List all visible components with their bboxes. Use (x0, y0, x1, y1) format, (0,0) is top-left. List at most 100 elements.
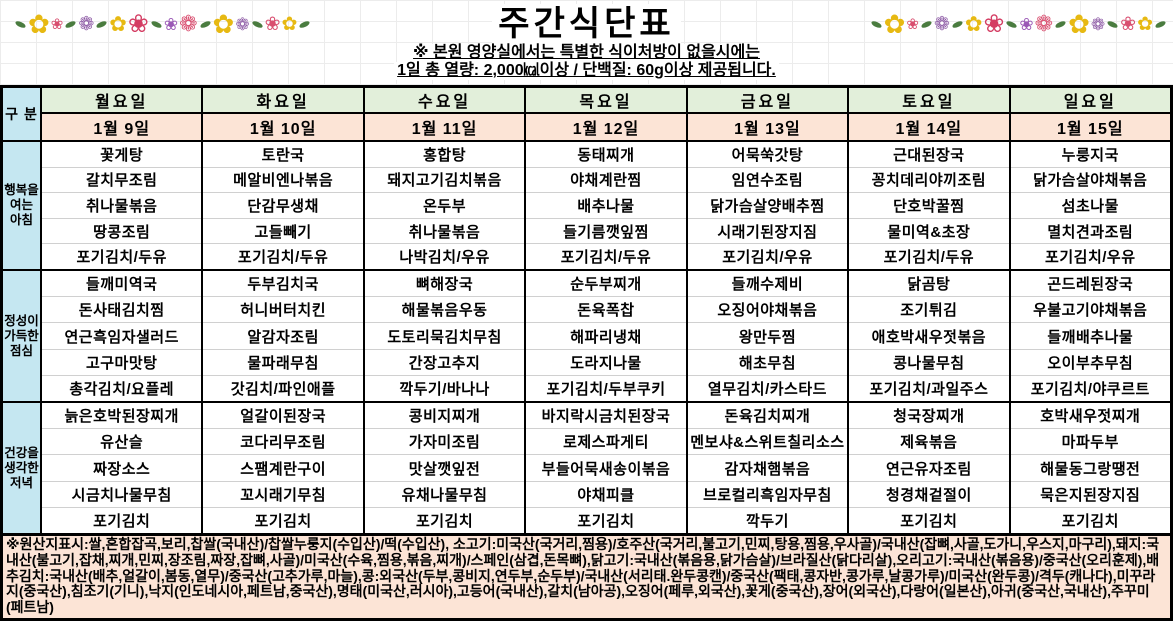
menu-cell: 홍합탕 돼지고기김치볶음 온두부 취나물볶음 나박김치/우유 (364, 142, 525, 269)
menu-item: 임연수조림 (687, 168, 848, 194)
menu-item: 오징어야채볶음 (687, 297, 848, 324)
menu-item: 꼬시래기무침 (203, 482, 363, 508)
flower-icon: ✿ (1068, 9, 1090, 39)
date-cell: 1월 12일 (526, 114, 686, 140)
flower-icon: ❀ (1019, 14, 1034, 34)
menu-item: 콩나물무침 (849, 350, 1009, 376)
menu-item: 돼지고기김치볶음 (364, 168, 525, 194)
menu-item: 순두부찌개 (526, 271, 686, 298)
menu-item: 도라지나물 (526, 350, 686, 376)
menu-item: 호박새우젓찌개 (1010, 403, 1170, 430)
menu-item: 포기김치/두유 (560, 249, 652, 267)
menu-item: 홍합탕 (364, 142, 525, 168)
menu-item: 해물볶음우동 (364, 297, 525, 324)
menu-item: 가자미조림 (364, 429, 525, 456)
menu-item: 해초무침 (687, 350, 848, 376)
flower-icon: ❀ (1120, 13, 1137, 35)
menu-item: 총각김치/요플레 (69, 380, 175, 398)
flower-icon: ❁ (235, 14, 250, 34)
flower-icon: ❁ (1034, 11, 1054, 36)
menu-item: 도토리묵김치무침 (364, 323, 525, 350)
menu-item: 땅콩조림 (42, 219, 202, 245)
menu-cell: 근대된장국 꽁치데리야끼조림 단호박꿀찜 물미역&초장 포기김치/두유 (849, 142, 1009, 269)
flower-icon: ❁ (1090, 14, 1106, 34)
menu-item: 연근흑임자샐러드 (42, 323, 202, 350)
menu-cell: 누룽지국 닭가슴살야채볶음 섬초나물 멸치견과조림 포기김치/우유 (1010, 142, 1170, 269)
menu-item: 마파두부 (1010, 429, 1170, 456)
menu-item: 유채나물무침 (364, 482, 525, 508)
menu-item: 포기김치/우유 (722, 249, 813, 267)
leaf-icon (64, 19, 77, 29)
menu-item: 근대된장국 (849, 142, 1009, 168)
menu-item: 단호박꿀찜 (849, 193, 1009, 219)
corner-label: 구 분 (3, 88, 40, 140)
flower-icon: ❀ (163, 14, 179, 34)
menu-item: 누룽지국 (1010, 142, 1170, 168)
menu-item: 얼갈이된장국 (203, 403, 363, 430)
menu-item: 포기김치/두유 (237, 249, 329, 267)
menu-item: 포기김치 (93, 512, 151, 530)
leaf-icon (199, 19, 212, 29)
day-header: 월요일 (42, 88, 202, 112)
menu-item: 물파래무침 (203, 350, 363, 376)
menu-item: 물미역&초장 (849, 219, 1009, 245)
flower-icon: ❁ (933, 13, 950, 35)
leaf-icon (150, 19, 163, 29)
menu-item: 포기김치 (415, 512, 474, 530)
menu-item: 오이부추무침 (1010, 350, 1170, 376)
menu-item: 고들빼기 (203, 219, 363, 245)
menu-item: 연근유자조림 (849, 455, 1009, 482)
menu-item: 늙은호박된장찌개 (42, 403, 202, 430)
menu-item: 로제스파게티 (526, 429, 686, 456)
menu-item: 부들어묵새송이볶음 (526, 455, 686, 482)
date-cell: 1월 15일 (1010, 114, 1170, 140)
leaf-icon (1106, 19, 1119, 29)
weekly-menu-table: 구 분 월요일 1월 9일 화요일 1월 10일 수요일 1월 11일 목요일 1월 12일 금요… (0, 85, 1173, 536)
menu-cell: 닭곰탕 조기튀김 애호박새우젓볶음 콩나물무침 포기김치/과일주스 (849, 271, 1009, 401)
menu-cell: 들깨미역국 돈사태김치찜 연근흑임자샐러드 고구마맛탕 총각김치/요플레 (42, 271, 202, 401)
menu-item: 닭곰탕 (849, 271, 1009, 298)
menu-item: 포기김치 (254, 512, 312, 530)
meal-section-label: 정성이 가득한 점심 (3, 271, 40, 401)
menu-cell: 두부김치국 허니버터치킨 알감자조림 물파래무침 갓김치/파인애플 (203, 271, 363, 401)
menu-item: 포기김치 (577, 512, 635, 530)
day-header: 화요일 (203, 88, 363, 112)
menu-cell: 꽃게탕 갈치무조림 취나물볶음 땅콩조림 포기김치/두유 (42, 142, 202, 269)
menu-item: 야채계란찜 (526, 168, 686, 194)
menu-item: 닭가슴살야채볶음 (1010, 168, 1170, 194)
menu-cell: 콩비지찌개 가자미조림 맛살깻잎전 유채나물무침 포기김치 (364, 403, 525, 533)
menu-item: 돈육김치찌개 (687, 403, 848, 430)
menu-item: 간장고추지 (364, 350, 525, 376)
menu-item: 감자채햄볶음 (687, 455, 848, 482)
leaf-icon (870, 19, 883, 29)
day-header: 금요일 (687, 88, 848, 112)
menu-item: 알감자조림 (203, 323, 363, 350)
menu-item: 꽃게탕 (42, 142, 202, 168)
notice-line-1: ※ 본원 영양실에서는 특별한 식이처방이 없을시에는 (410, 44, 763, 62)
leaf-icon (920, 19, 933, 29)
menu-item: 허니버터치킨 (203, 297, 363, 324)
menu-item: 갓김치/파인애플 (230, 380, 336, 398)
menu-item: 포기김치 (1061, 512, 1119, 530)
menu-item: 유산슬 (42, 429, 202, 456)
menu-item: 갈치무조림 (42, 168, 202, 194)
leaf-icon (251, 19, 264, 29)
menu-item: 시금치나물무침 (42, 482, 202, 508)
date-cell: 1월 14일 (849, 114, 1009, 140)
flower-icon: ✿ (883, 9, 906, 39)
menu-item: 배추나물 (526, 193, 686, 219)
page-title: 주간식단표 (492, 4, 681, 44)
menu-item: 온두부 (364, 193, 525, 219)
flower-icon: ✿ (281, 13, 298, 35)
menu-item: 들깨미역국 (42, 271, 202, 298)
flower-icon: ❀ (50, 15, 64, 33)
notice-line-2: 1일 총 열량: 2,000㎉이상 / 단백질: 60g이상 제공됩니다. (394, 62, 779, 80)
date-cell: 1월 9일 (42, 114, 202, 140)
flower-icon: ❀ (906, 15, 919, 33)
menu-item: 청국장찌개 (849, 403, 1009, 430)
meal-section-label: 건강을 생각한 저녁 (3, 403, 40, 533)
flower-icon: ✿ (1137, 13, 1153, 35)
menu-item: 메알비엔나볶음 (203, 168, 363, 194)
flower-icon: ❀ (264, 13, 281, 35)
menu-item: 닭가슴살양배추찜 (687, 193, 848, 219)
